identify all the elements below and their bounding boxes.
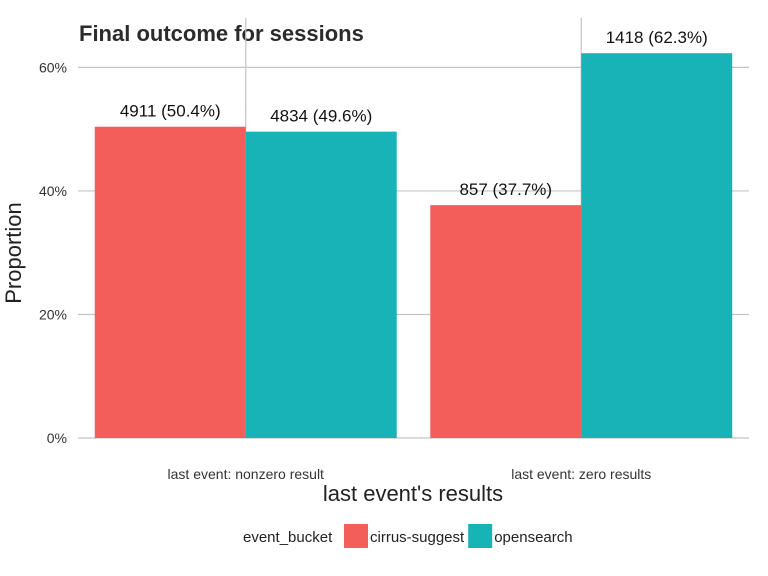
legend: event_bucket cirrus-suggest opensearch: [243, 524, 573, 548]
bar: [430, 205, 582, 438]
y-axis-title: Proportion: [1, 202, 26, 304]
x-axis-title: last event's results: [323, 481, 503, 506]
data-label: 1418 (62.3%): [606, 28, 708, 47]
y-tick-label: 60%: [39, 59, 67, 75]
y-tick-label: 0%: [47, 430, 67, 446]
data-label: 857 (37.7%): [459, 180, 552, 199]
y-tick-label: 20%: [39, 306, 67, 322]
legend-title: event_bucket: [243, 529, 333, 546]
chart-title: Final outcome for sessions: [79, 21, 364, 46]
x-axis-ticks: last event: nonzero result last event: ze…: [168, 466, 652, 482]
bar: [94, 126, 246, 439]
data-label: 4911 (50.4%): [120, 102, 221, 121]
bar: [581, 53, 733, 439]
legend-label: opensearch: [494, 529, 572, 546]
data-labels: 4911 (50.4%) 4834 (49.6%) 857 (37.7%) 1418 …: [120, 28, 708, 199]
data-label: 4834 (49.6%): [270, 107, 372, 126]
legend-key: [468, 524, 493, 548]
y-tick-label: 40%: [39, 183, 67, 199]
x-tick-label: last event: zero results: [511, 466, 651, 482]
bar: [245, 131, 397, 438]
bars: [94, 53, 733, 439]
legend-key: [344, 524, 368, 548]
legend-label: cirrus-suggest: [370, 529, 465, 546]
y-axis-ticks: 0% 20% 40% 60%: [39, 59, 67, 446]
x-tick-label: last event: nonzero result: [168, 466, 325, 482]
